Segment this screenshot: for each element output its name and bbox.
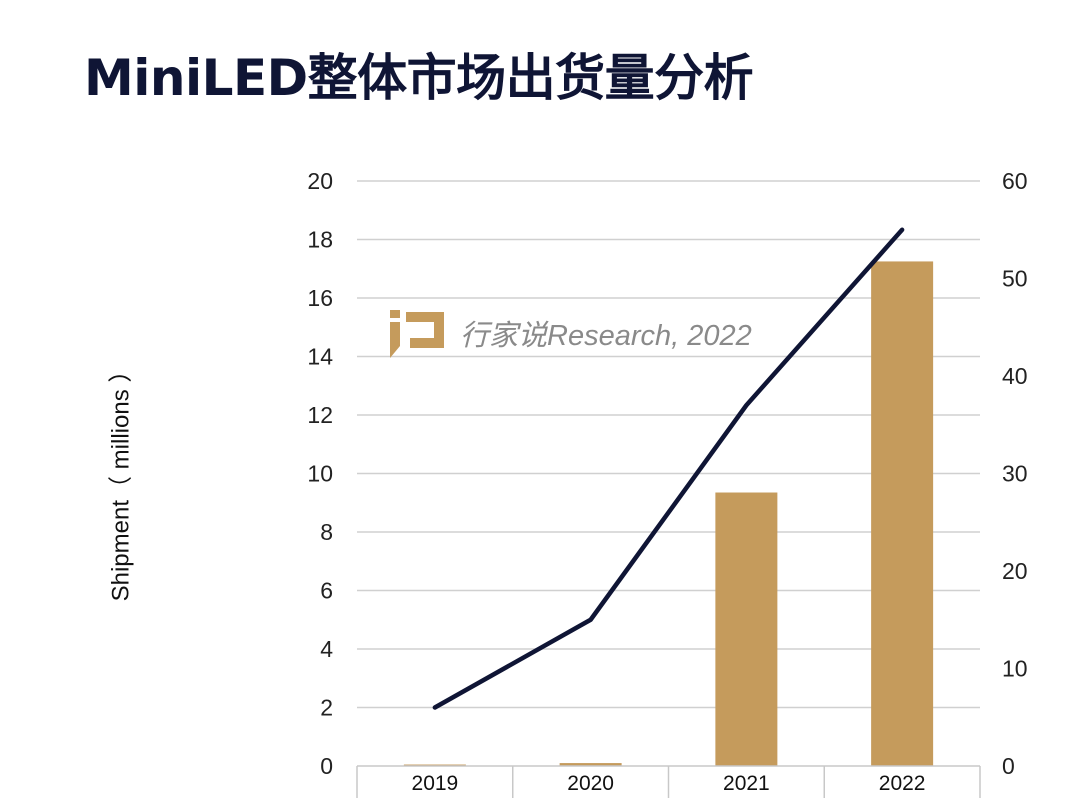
y2-tick-label: 50 bbox=[1002, 266, 1028, 292]
x-tick-label: 2022 bbox=[879, 772, 926, 795]
line-series bbox=[432, 227, 905, 710]
y-tick-label: 14 bbox=[307, 344, 333, 370]
y2-tick-label: 0 bbox=[1002, 753, 1015, 779]
watermark-text: 行家说Research, 2022 bbox=[460, 320, 752, 352]
y-tick-label: 20 bbox=[307, 168, 333, 194]
y2-tick-label: 20 bbox=[1002, 558, 1028, 584]
y-tick-label: 10 bbox=[307, 461, 333, 487]
x-tick-label: 2021 bbox=[723, 772, 770, 795]
x-tick-label: 2019 bbox=[412, 772, 459, 795]
y-tick-label: 16 bbox=[307, 285, 333, 311]
watermark: 行家说Research, 2022 bbox=[388, 308, 752, 358]
logo-icon bbox=[390, 310, 444, 358]
y-tick-label: 4 bbox=[320, 636, 333, 662]
y2-tick-label: 10 bbox=[1002, 656, 1028, 682]
page-title: MiniLED整体市场出货量分析 bbox=[84, 49, 754, 107]
x-tick-label: 2020 bbox=[567, 772, 614, 795]
y-tick-label: 0 bbox=[320, 753, 333, 779]
bar-2022 bbox=[871, 261, 934, 766]
y-tick-label: 12 bbox=[307, 402, 333, 428]
y2-tick-label: 30 bbox=[1002, 461, 1028, 487]
y-tick-label: 18 bbox=[307, 227, 333, 253]
y-tick-label: 2 bbox=[320, 695, 333, 721]
y2-tick-label: 60 bbox=[1002, 168, 1028, 194]
bar-2021 bbox=[715, 492, 778, 766]
y-tick-label: 8 bbox=[320, 519, 333, 545]
bar-2020 bbox=[559, 763, 622, 766]
y2-tick-label: 40 bbox=[1002, 363, 1028, 389]
y-tick-label: 6 bbox=[320, 578, 333, 604]
